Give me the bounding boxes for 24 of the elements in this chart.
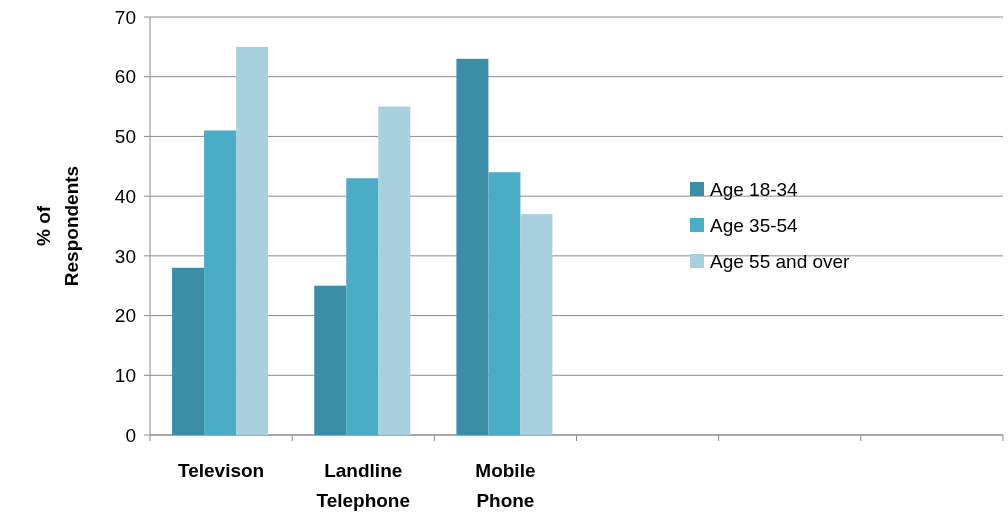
x-tick-label: Televison bbox=[177, 460, 265, 481]
y-tick-label: 20 bbox=[114, 305, 136, 327]
legend-label: Age 18-34 bbox=[710, 178, 799, 200]
x-tick-label: Landline Telephone bbox=[316, 460, 411, 511]
y-tick-label: 10 bbox=[114, 364, 136, 386]
bar bbox=[488, 172, 521, 435]
y-tick-label: 60 bbox=[114, 66, 136, 88]
bar bbox=[172, 267, 205, 435]
bar bbox=[456, 58, 489, 435]
bar bbox=[204, 130, 237, 435]
y-tick-label: 70 bbox=[114, 6, 136, 28]
y-tick-label: 40 bbox=[114, 185, 136, 207]
y-tick-label: 0 bbox=[125, 424, 136, 446]
bar bbox=[236, 46, 269, 435]
bar bbox=[520, 214, 553, 435]
y-axis-title: % of Respondents bbox=[33, 165, 82, 287]
bar bbox=[346, 178, 379, 435]
legend-label: Age 35-54 bbox=[710, 214, 799, 236]
x-tick-label: Mobile Phone bbox=[475, 460, 536, 511]
legend-label: Age 55 and over bbox=[710, 250, 851, 272]
y-tick-label: 30 bbox=[114, 245, 136, 267]
bar bbox=[378, 106, 411, 435]
y-tick-label: 50 bbox=[114, 126, 136, 148]
bar bbox=[314, 285, 347, 435]
